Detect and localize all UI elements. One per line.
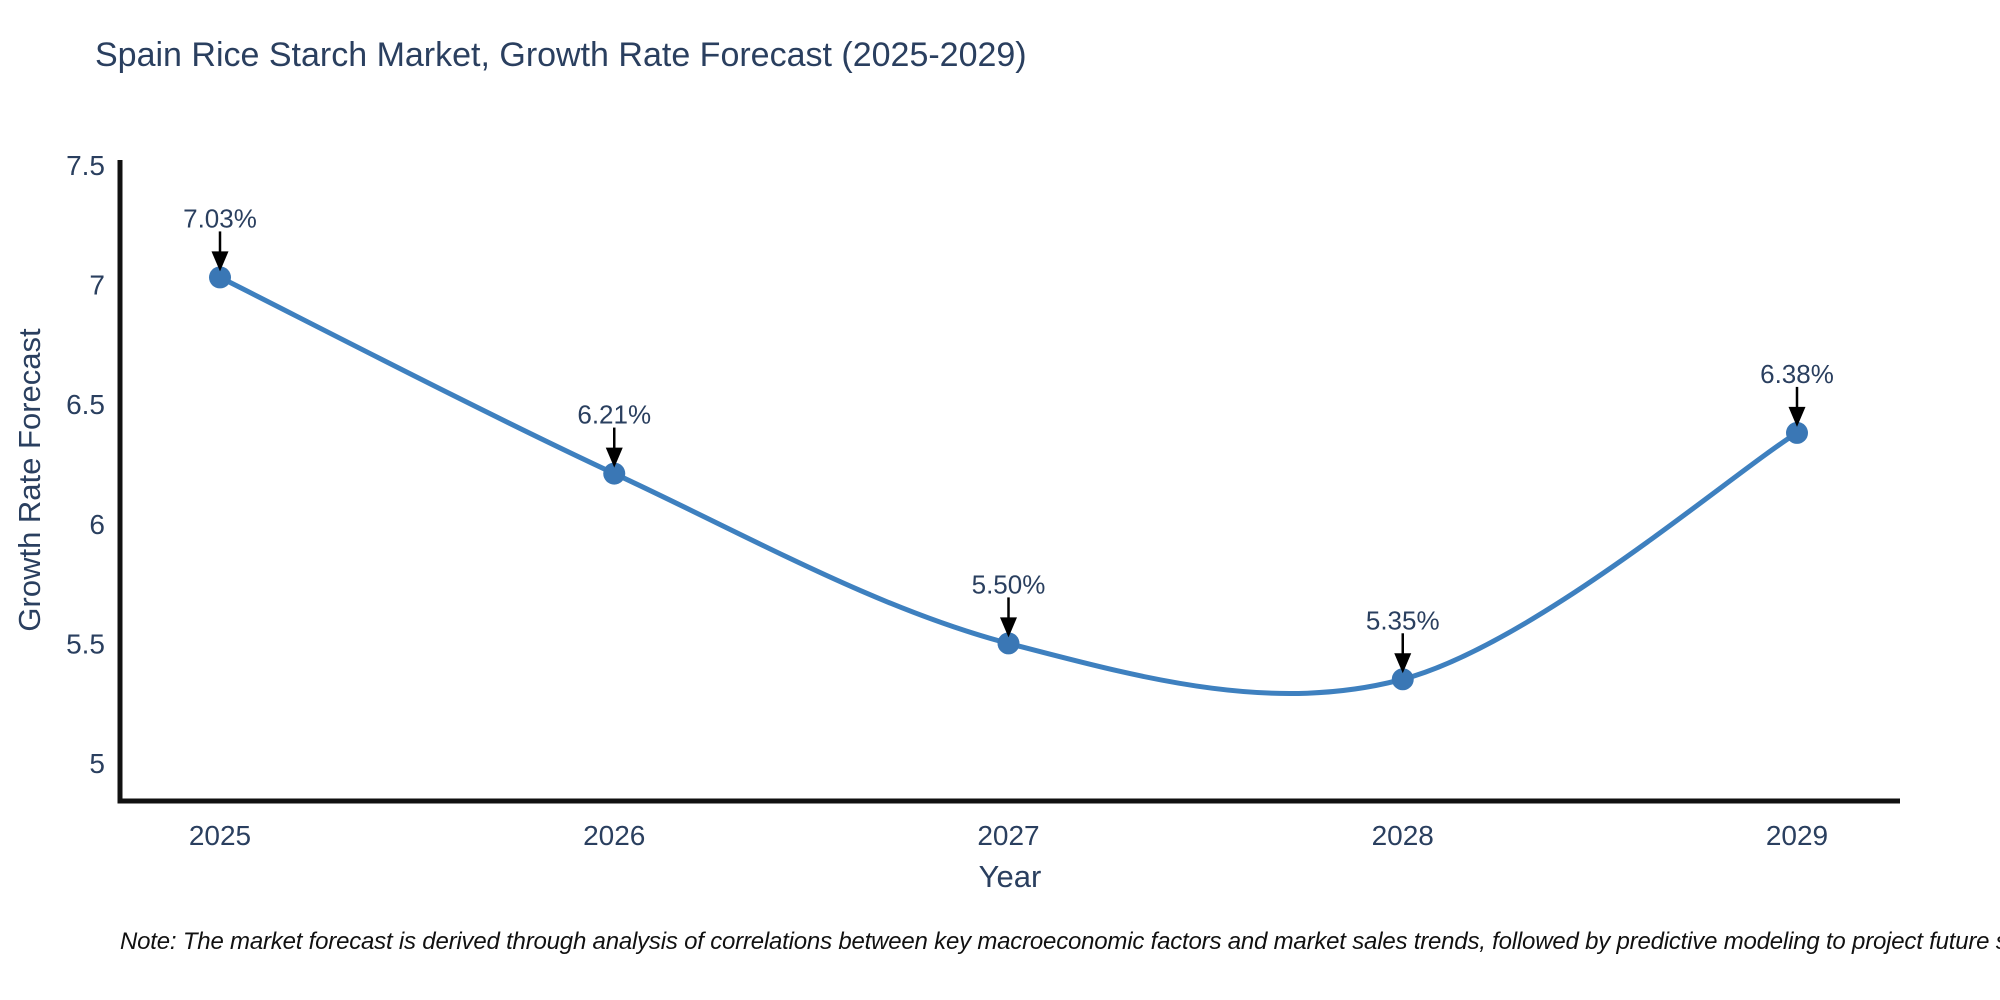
y-tick-label: 6 [89,509,105,540]
annotation-arrowhead [1394,653,1412,674]
y-tick-label: 5.5 [66,628,105,659]
annotation-arrowhead [1000,617,1017,638]
chart-title: Spain Rice Starch Market, Growth Rate Fo… [95,36,1027,74]
data-point-marker [1391,668,1414,691]
x-tick-label: 2026 [583,820,645,851]
data-point-marker [209,266,231,289]
annotation-label: 6.38% [1760,359,1834,389]
y-tick-label: 5 [89,748,105,779]
x-tick-label: 2025 [189,820,251,851]
annotation-arrowhead [605,447,623,468]
x-axis-title: Year [978,859,1042,894]
y-tick-label: 6.5 [66,389,105,420]
y-tick-label: 7.5 [66,150,105,181]
annotation-arrowhead [1788,406,1806,427]
footnote-container: Note: The market forecast is derived thr… [0,928,2000,956]
x-tick-label: 2029 [1766,820,1828,851]
annotation-label: 6.21% [577,400,651,430]
data-point-marker [1786,421,1808,444]
data-point-marker [997,632,1020,655]
annotation-label: 7.03% [183,203,257,233]
x-tick-label: 2027 [977,820,1039,851]
annotation-label: 5.50% [972,569,1046,599]
data-point-marker [603,462,626,485]
y-tick-label: 7 [89,270,105,301]
annotation-arrowhead [211,251,229,272]
footnote: Note: The market forecast is derived thr… [120,928,2000,955]
annotation-label: 5.35% [1366,605,1440,635]
x-tick-label: 2028 [1372,820,1434,851]
